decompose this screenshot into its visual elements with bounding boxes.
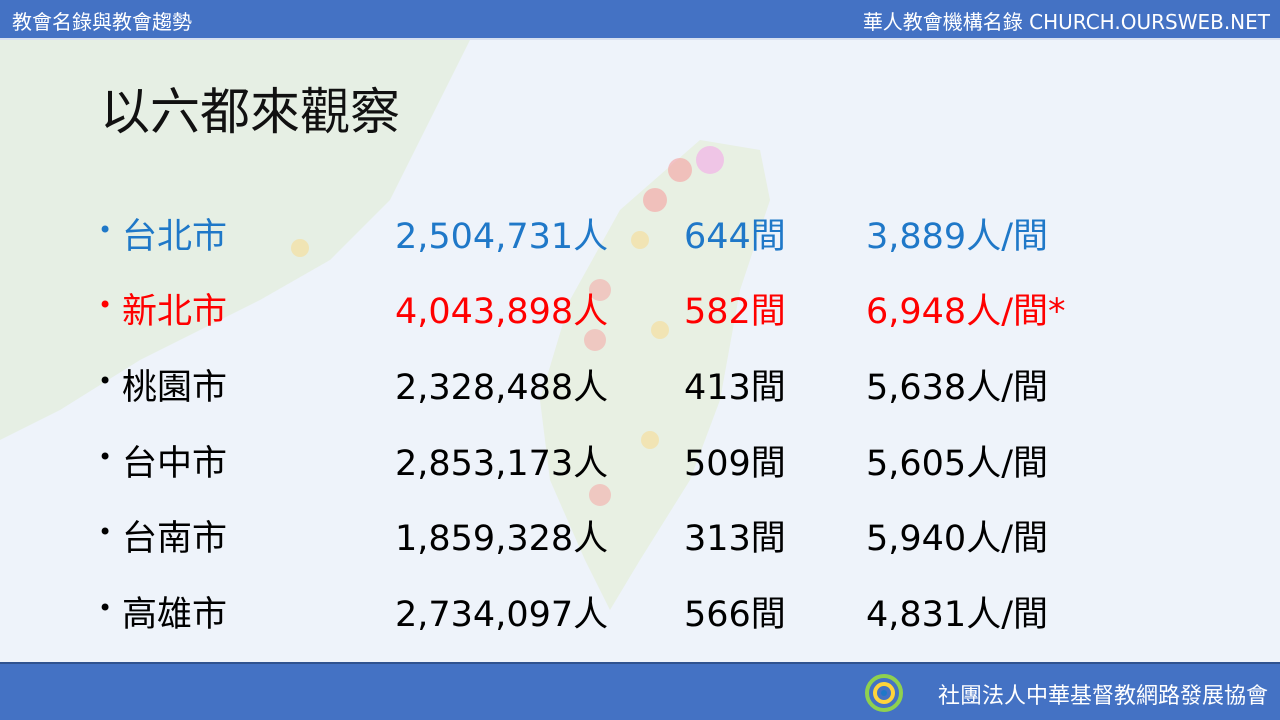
logo [865, 674, 903, 712]
ratio: 4,831人/間 [866, 595, 1048, 635]
population: 2,853,173人 [395, 444, 609, 484]
city: 桃園市 [122, 368, 228, 408]
row: • 台北市 2,504,731人 644間 3,889人/間 [0, 208, 1280, 258]
ratio: 5,638人/間 [866, 368, 1048, 408]
churches: 566間 [684, 595, 786, 635]
bullet: • [98, 216, 113, 244]
bullet: • [98, 443, 113, 471]
row: • 新北市 4,043,898人 582間 6,948人/間* [0, 283, 1280, 333]
city: 台南市 [122, 519, 228, 559]
bullet: • [98, 291, 113, 319]
churches: 644間 [684, 217, 786, 257]
footer-bar: 社團法人中華基督教網路發展協會 [0, 662, 1280, 720]
ratio: 6,948人/間* [866, 292, 1066, 332]
population: 2,328,488人 [395, 368, 609, 408]
city: 台北市 [122, 217, 228, 257]
churches: 313間 [684, 519, 786, 559]
bullet: • [98, 518, 113, 546]
city: 高雄市 [122, 595, 228, 635]
slide-title: 以六都來觀察 [100, 83, 400, 141]
row: • 桃園市 2,328,488人 413間 5,638人/間 [0, 359, 1280, 409]
churches: 509間 [684, 444, 786, 484]
churches: 413間 [684, 368, 786, 408]
population: 1,859,328人 [395, 519, 609, 559]
footer-text: 社團法人中華基督教網路發展協會 [937, 684, 1268, 709]
row: • 高雄市 2,734,097人 566間 4,831人/間 [0, 586, 1280, 636]
ratio: 5,605人/間 [866, 444, 1048, 484]
population: 4,043,898人 [395, 292, 609, 332]
row: • 台中市 2,853,173人 509間 5,605人/間 [0, 435, 1280, 485]
churches: 582間 [684, 292, 786, 332]
city: 新北市 [122, 292, 228, 332]
header-bar: 教會名錄與教會趨勢 華人教會機構名錄 CHURCH.OURSWEB.NET [0, 0, 1280, 40]
bullet: • [98, 594, 113, 622]
city: 台中市 [122, 444, 228, 484]
population: 2,504,731人 [395, 217, 609, 257]
row: • 台南市 1,859,328人 313間 5,940人/間 [0, 510, 1280, 560]
population: 2,734,097人 [395, 595, 609, 635]
ratio: 5,940人/間 [866, 519, 1048, 559]
ratio: 3,889人/間 [866, 217, 1048, 257]
bullet: • [98, 367, 113, 395]
header-right: 華人教會機構名錄 CHURCH.OURSWEB.NET [862, 10, 1270, 34]
header-left: 教會名錄與教會趨勢 [12, 10, 192, 34]
